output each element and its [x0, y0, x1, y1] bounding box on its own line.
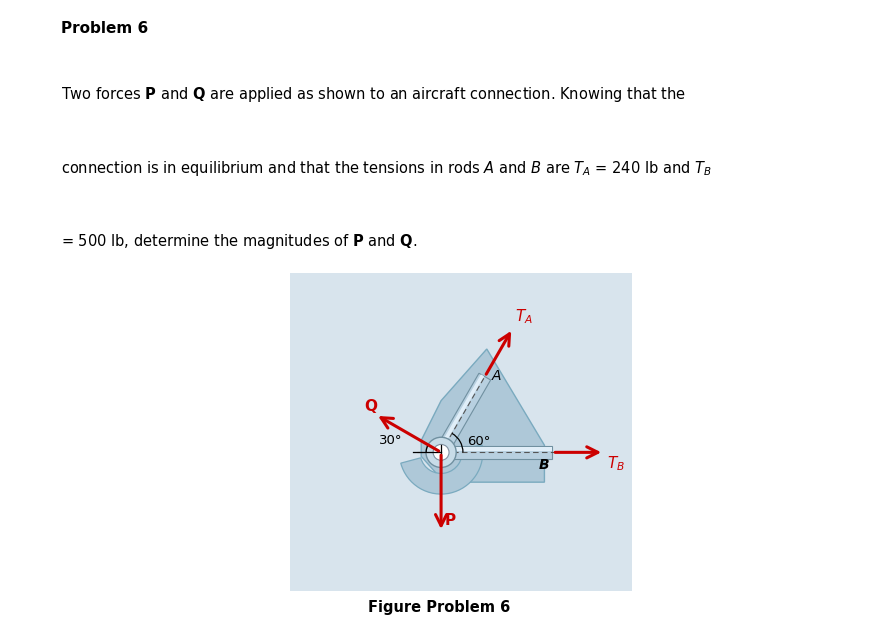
Text: $T_B$: $T_B$ [606, 455, 624, 473]
Circle shape [432, 445, 448, 460]
Text: Problem 6: Problem 6 [61, 22, 148, 36]
Polygon shape [421, 349, 544, 482]
Wedge shape [400, 445, 482, 494]
Text: B: B [538, 458, 548, 472]
Text: Figure Problem 6: Figure Problem 6 [367, 600, 510, 615]
Text: A: A [491, 369, 501, 383]
Text: 60°: 60° [467, 435, 489, 448]
Text: P: P [445, 513, 456, 528]
Text: = 500 lb, determine the magnitudes of $\mathbf{P}$ and $\mathbf{Q}$.: = 500 lb, determine the magnitudes of $\… [61, 232, 417, 251]
Text: 30°: 30° [379, 434, 403, 446]
Text: Q: Q [364, 399, 377, 415]
Polygon shape [440, 446, 552, 459]
Circle shape [425, 438, 456, 467]
Text: connection is in equilibrium and that the tensions in rods $A$ and $B$ are $T_A$: connection is in equilibrium and that th… [61, 159, 711, 177]
Polygon shape [437, 375, 483, 452]
Text: Two forces $\mathbf{P}$ and $\mathbf{Q}$ are applied as shown to an aircraft con: Two forces $\mathbf{P}$ and $\mathbf{Q}$… [61, 85, 686, 104]
Polygon shape [440, 446, 552, 452]
Polygon shape [435, 373, 490, 456]
Text: $T_A$: $T_A$ [515, 308, 532, 326]
